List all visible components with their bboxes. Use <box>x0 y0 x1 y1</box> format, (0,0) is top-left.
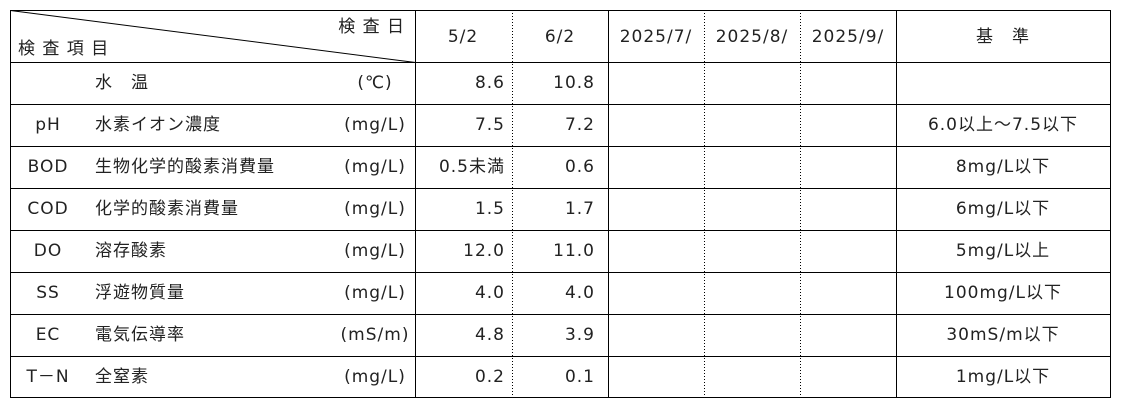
corner-top-label: 検 査 日 <box>338 17 405 37</box>
standard-value: 5mg/L以上 <box>956 241 1050 261</box>
item-code: pH <box>35 115 61 135</box>
item-unit: (mg/L) <box>344 157 406 177</box>
item-code: EC <box>36 325 61 345</box>
column-header: 2025/7/ <box>620 27 693 47</box>
measured-value: 12.0 <box>463 241 505 261</box>
item-name: 全窒素 <box>95 367 149 387</box>
corner-diagonal <box>10 10 416 63</box>
column-header: 2025/8/ <box>716 27 789 47</box>
measured-value: 1.7 <box>565 199 595 219</box>
item-name: 生物化学的酸素消費量 <box>95 157 275 177</box>
item-code: COD <box>27 199 68 219</box>
item-name: 浮遊物質量 <box>95 283 185 303</box>
item-unit: (mg/L) <box>344 115 406 135</box>
item-name: 化学的酸素消費量 <box>95 199 239 219</box>
standard-value: 1mg/L以下 <box>956 367 1050 387</box>
standard-value: 30mS/m以下 <box>946 325 1059 345</box>
measured-value: 0.1 <box>565 367 595 387</box>
measured-value: 3.9 <box>565 325 595 345</box>
measured-value: 10.8 <box>553 73 595 93</box>
measured-value: 11.0 <box>553 241 595 261</box>
column-header: 2025/9/ <box>812 27 885 47</box>
item-code: DO <box>34 241 62 261</box>
item-code: BOD <box>28 157 69 177</box>
standard-value: 8mg/L以下 <box>956 157 1050 177</box>
measured-value: 0.2 <box>475 367 505 387</box>
corner-bottom-label: 検 査 項 目 <box>18 39 109 59</box>
item-unit: (mS/m) <box>341 325 410 345</box>
standard-value: 6.0以上～7.5以下 <box>928 115 1078 135</box>
measured-value: 7.2 <box>565 115 595 135</box>
measured-value: 1.5 <box>475 199 505 219</box>
item-unit: (mg/L) <box>344 199 406 219</box>
measured-value: 4.0 <box>565 283 595 303</box>
column-header: 6/2 <box>545 27 575 47</box>
measured-value: 7.5 <box>475 115 505 135</box>
item-name: 水素イオン濃度 <box>95 115 221 135</box>
item-code: T－N <box>25 367 69 387</box>
item-code: SS <box>36 283 60 303</box>
item-name: 溶存酸素 <box>95 241 167 261</box>
measured-value: 8.6 <box>475 73 505 93</box>
column-header: 5/2 <box>448 27 478 47</box>
item-unit: (mg/L) <box>344 367 406 387</box>
standard-value: 6mg/L以下 <box>956 199 1050 219</box>
measured-value: 0.5未満 <box>439 157 505 177</box>
item-unit: (mg/L) <box>344 283 406 303</box>
item-unit: (mg/L) <box>344 241 406 261</box>
item-unit: (℃) <box>357 73 392 93</box>
measured-value: 0.6 <box>565 157 595 177</box>
item-name: 電気伝導率 <box>95 325 185 345</box>
measured-value: 4.0 <box>475 283 505 303</box>
standard-value: 100mg/L以下 <box>944 283 1062 303</box>
table-border <box>10 10 1111 398</box>
item-name: 水 温 <box>95 73 149 93</box>
column-header: 基 準 <box>976 27 1030 47</box>
measured-value: 4.8 <box>475 325 505 345</box>
